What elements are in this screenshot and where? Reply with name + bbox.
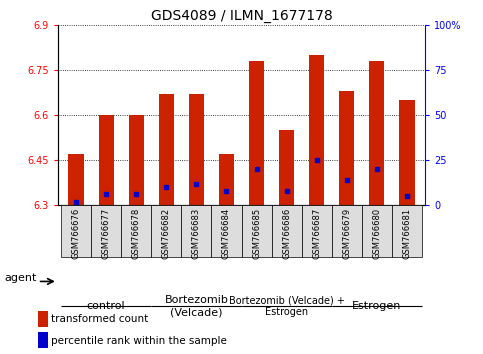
Text: GSM766676: GSM766676 xyxy=(71,208,81,259)
Bar xyxy=(399,100,414,205)
Text: transformed count: transformed count xyxy=(51,314,149,325)
Text: GSM766677: GSM766677 xyxy=(101,208,111,259)
Text: agent: agent xyxy=(5,273,37,283)
Bar xyxy=(121,205,151,257)
Text: GDS4089 / ILMN_1677178: GDS4089 / ILMN_1677178 xyxy=(151,9,332,23)
Text: Bortezomib
(Velcade): Bortezomib (Velcade) xyxy=(164,295,228,317)
Bar xyxy=(99,115,114,205)
Bar xyxy=(309,55,324,205)
Bar xyxy=(332,205,362,257)
Text: Estrogen: Estrogen xyxy=(352,301,401,311)
Bar xyxy=(212,205,242,257)
Bar xyxy=(242,205,271,257)
Bar xyxy=(128,115,144,205)
Bar xyxy=(91,205,121,257)
Text: GSM766679: GSM766679 xyxy=(342,208,351,259)
Text: GSM766680: GSM766680 xyxy=(372,208,382,259)
Bar xyxy=(219,154,234,205)
Bar xyxy=(249,61,264,205)
Bar xyxy=(271,205,302,257)
Text: GSM766686: GSM766686 xyxy=(282,208,291,259)
Bar xyxy=(159,94,174,205)
Bar xyxy=(151,205,181,257)
Bar xyxy=(38,311,47,327)
Bar xyxy=(302,205,332,257)
Text: control: control xyxy=(87,301,126,311)
Text: GSM766685: GSM766685 xyxy=(252,208,261,259)
Text: GSM766681: GSM766681 xyxy=(402,208,412,259)
Text: Bortezomib (Velcade) +
Estrogen: Bortezomib (Velcade) + Estrogen xyxy=(228,295,344,317)
Bar xyxy=(369,61,384,205)
Bar xyxy=(61,205,91,257)
Text: GSM766678: GSM766678 xyxy=(132,208,141,259)
Bar xyxy=(189,94,204,205)
Bar xyxy=(362,205,392,257)
Bar xyxy=(69,154,84,205)
Bar xyxy=(181,205,212,257)
Bar xyxy=(392,205,422,257)
Bar xyxy=(38,332,47,348)
Text: GSM766684: GSM766684 xyxy=(222,208,231,259)
Text: percentile rank within the sample: percentile rank within the sample xyxy=(51,336,227,346)
Text: GSM766682: GSM766682 xyxy=(162,208,171,259)
Text: GSM766687: GSM766687 xyxy=(312,208,321,259)
Bar xyxy=(339,91,355,205)
Text: GSM766683: GSM766683 xyxy=(192,208,201,259)
Bar xyxy=(279,130,294,205)
